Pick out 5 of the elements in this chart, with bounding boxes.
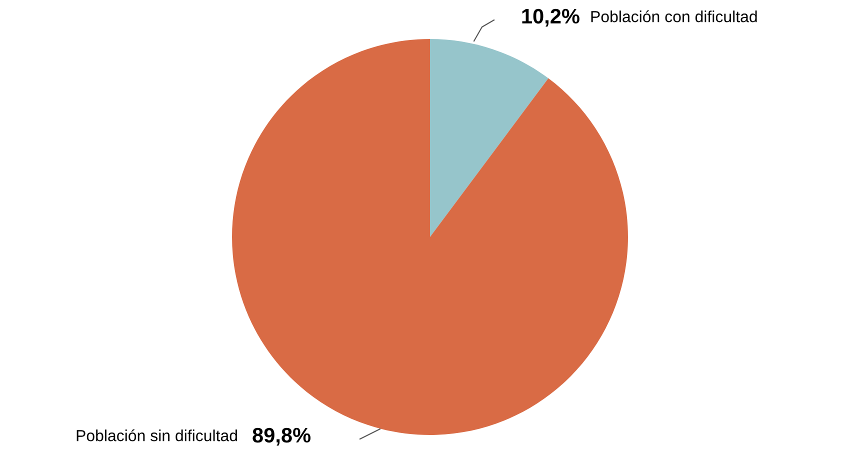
- data-label: 89,8%: [252, 428, 311, 446]
- slice-label: Población con dificultad: [591, 10, 757, 22]
- data-label: 10,2%: [522, 8, 580, 27]
- pie-slice: [430, 39, 548, 237]
- slice-label: Población sin dificultad: [76, 429, 237, 442]
